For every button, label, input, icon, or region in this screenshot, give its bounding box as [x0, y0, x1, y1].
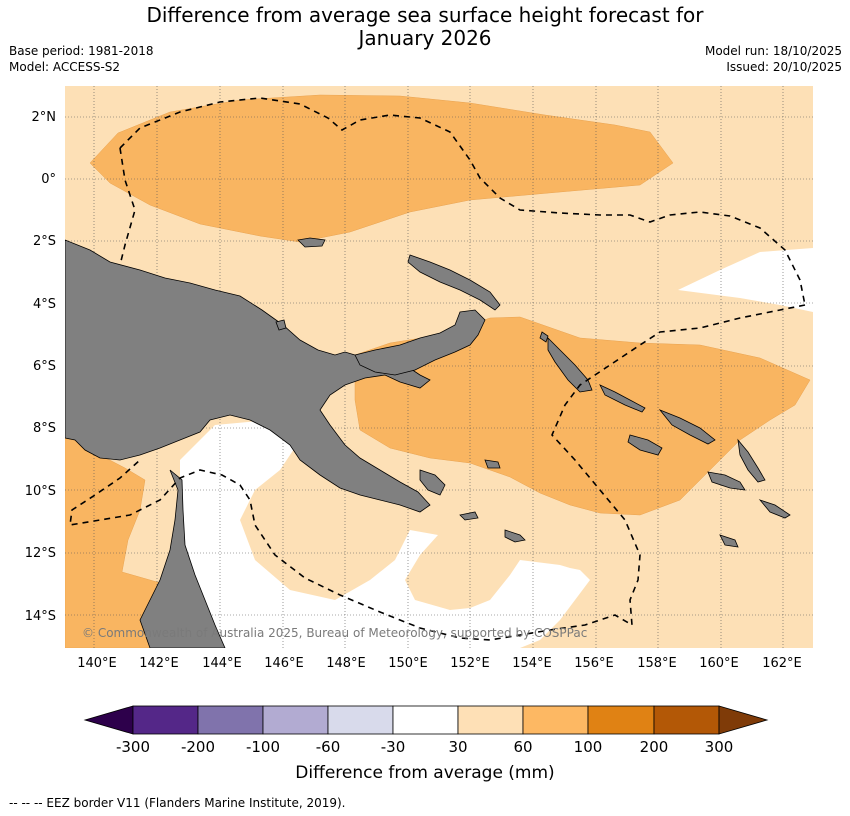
lat-tick: 12°S — [25, 546, 56, 561]
colorbar-segment — [522, 705, 589, 735]
land-small-islands-1 — [275, 319, 287, 331]
colorbar-segment — [132, 705, 199, 735]
colorbar-label: -300 — [116, 738, 150, 756]
graticule — [65, 86, 813, 648]
lon-tick: 156°E — [574, 656, 614, 671]
colorbar-label: -60 — [316, 738, 341, 756]
colorbar-title: Difference from average (mm) — [295, 763, 554, 783]
meta-right: Model run: 18/10/2025 Issued: 20/10/2025 — [705, 43, 842, 75]
land-small-islands-2 — [719, 534, 739, 548]
issued-date: Issued: 20/10/2025 — [726, 60, 842, 74]
land — [65, 237, 791, 648]
lat-tick: 8°S — [33, 421, 56, 436]
land-buka — [539, 331, 549, 343]
land-bougainville — [547, 337, 593, 393]
colorbar-labels: -300 -200 -100 -60 -30 30 60 100 200 300 — [116, 738, 733, 756]
colorbar-segment — [392, 705, 459, 735]
eez-legend-note: -- -- -- EEZ border V11 (Flanders Marine… — [9, 796, 346, 810]
colorbar-segment — [587, 705, 655, 735]
base-period: Base period: 1981-2018 — [9, 44, 154, 58]
colorbar-segment — [457, 705, 524, 735]
lon-tick: 144°E — [202, 656, 242, 671]
copyright-text: © Commonwealth of Australia 2025, Bureau… — [82, 626, 587, 640]
anomaly-60-100-central — [354, 316, 811, 516]
lon-tick: 140°E — [77, 656, 117, 671]
land-rennell — [758, 499, 791, 519]
colorbar-label: -100 — [246, 738, 280, 756]
land-choiseul — [599, 384, 646, 413]
lon-tick: 148°E — [326, 656, 366, 671]
land-manus — [297, 237, 326, 248]
anomaly-60-100-north — [89, 94, 674, 243]
lon-tick: 162°E — [762, 656, 802, 671]
title-line-1: Difference from average sea surface heig… — [146, 3, 704, 27]
lat-tick: 4°S — [33, 297, 56, 312]
colorbar-segment — [653, 705, 720, 735]
lon-tick: 146°E — [264, 656, 304, 671]
chart-title: Difference from average sea surface heig… — [0, 4, 850, 50]
lon-tick: 154°E — [512, 656, 552, 671]
land-santa-isabel — [658, 409, 716, 445]
colorbar-label: 100 — [574, 738, 603, 756]
land-trobriand — [484, 459, 501, 469]
land-guadalcanal — [627, 434, 663, 456]
lon-labels: 140°E 142°E 144°E 146°E 148°E 150°E 152°… — [77, 656, 802, 671]
land-woodlark — [459, 511, 479, 521]
meta-left: Base period: 1981-2018 Model: ACCESS-S2 — [9, 43, 154, 75]
land-new-ireland — [407, 254, 501, 311]
map-area: © Commonwealth of Australia 2025, Bureau… — [65, 86, 813, 648]
neutral-region-east — [678, 248, 813, 312]
lat-tick: 14°S — [25, 609, 56, 624]
colorbar-label: 30 — [448, 738, 467, 756]
lon-tick: 158°E — [637, 656, 677, 671]
colorbar-label: 200 — [640, 738, 669, 756]
model-run: Model run: 18/10/2025 — [704, 44, 842, 58]
colorbar-label: 60 — [513, 738, 532, 756]
colorbar-label: -200 — [181, 738, 215, 756]
lat-tick: 2°S — [33, 234, 56, 249]
colorbar — [83, 705, 769, 735]
colorbar-label: -30 — [381, 738, 406, 756]
colorbar-segment — [197, 705, 264, 735]
lat-tick: 6°S — [33, 359, 56, 374]
lat-labels: 2°N 0° 2°S 4°S 6°S 8°S 10°S 12°S 14°S — [25, 110, 56, 624]
colorbar-segment — [327, 705, 394, 735]
lat-tick: 10°S — [25, 484, 56, 499]
colorbar-extend-high — [718, 705, 769, 735]
lon-tick: 150°E — [388, 656, 428, 671]
land-malaita — [737, 438, 766, 483]
title-line-2: January 2026 — [358, 26, 492, 50]
lon-tick: 152°E — [450, 656, 490, 671]
colorbar-label: 300 — [705, 738, 734, 756]
lat-tick: 0° — [41, 172, 56, 187]
colorbar-segment — [262, 705, 329, 735]
colorbar-extend-low — [83, 705, 134, 735]
lat-tick: 2°N — [32, 110, 57, 125]
land-new-britain — [354, 309, 486, 376]
neutral-region-south — [180, 420, 590, 648]
model-name: Model: ACCESS-S2 — [9, 60, 121, 74]
land-makira — [707, 471, 746, 491]
land-rossel — [504, 529, 526, 543]
lon-tick: 142°E — [139, 656, 179, 671]
land-fergusson — [419, 469, 446, 496]
land-cape-york — [139, 469, 226, 648]
lon-tick: 160°E — [699, 656, 739, 671]
eez-border — [69, 97, 806, 641]
